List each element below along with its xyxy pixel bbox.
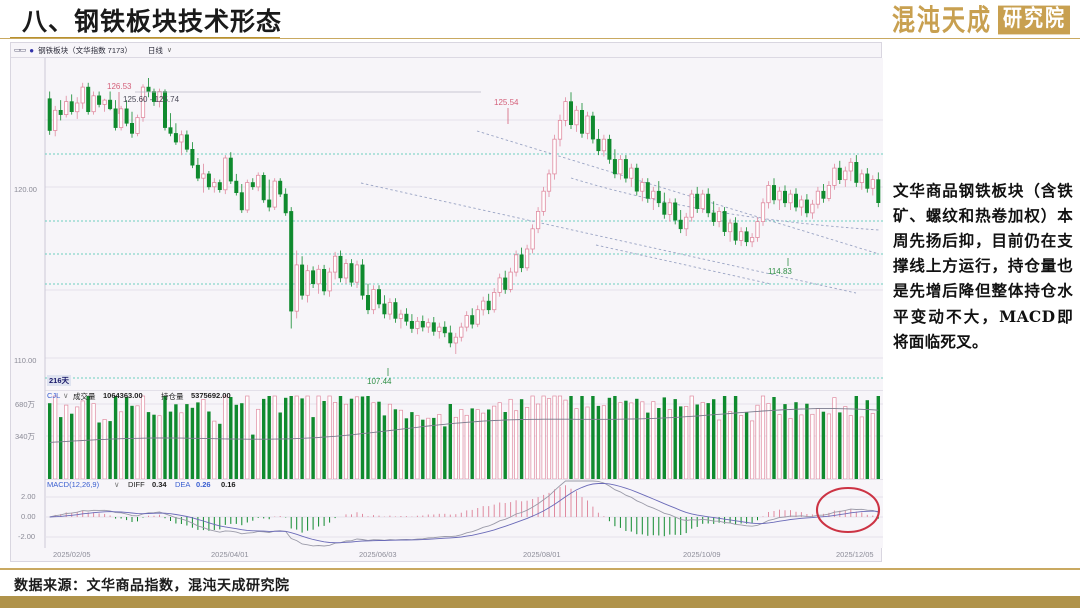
price-pane[interactable]: 120.00 110.00 126.53 125.60 - 125.74 125…: [11, 58, 883, 390]
macd-dea-label: DEA: [175, 480, 191, 489]
macd-ytick-neg2: -2.00: [18, 532, 36, 541]
chart-toolbar[interactable]: ▭▭ ● 钢铁板块（文华指数 7173） 日线 ∨: [11, 43, 881, 58]
xtick-0: 2025/02/05: [53, 550, 91, 559]
symbol-label[interactable]: 钢铁板块（文华指数 7173）: [38, 45, 132, 55]
volume-pane[interactable]: CJL ∨ 成交量 1064363.00 持仓量 5375692.00 680万…: [11, 390, 883, 479]
price-tag-high-126: 126.53: [107, 82, 132, 91]
period-label[interactable]: 日线: [147, 45, 163, 55]
volume-chevron-icon[interactable]: ∨: [63, 391, 69, 400]
macd-diff-line: [49, 480, 879, 547]
open-interest-value: 5375692.00: [191, 391, 231, 400]
xtick-4: 2025/10/09: [683, 550, 721, 559]
volume-indicator-label[interactable]: CJL: [47, 391, 61, 400]
volume-chart-svg: [11, 390, 883, 479]
open-interest-line: [49, 408, 879, 443]
price-ytick-120: 120.00: [14, 185, 37, 194]
macd-pane[interactable]: MACD(12,26,9) ∨ DIFF 0.34 DEA 0.26 0.16 …: [11, 479, 883, 548]
series-color-dot: ●: [29, 45, 35, 55]
bar-count-label: 216天: [47, 375, 72, 386]
xtick-1: 2025/04/01: [211, 550, 249, 559]
price-chart-svg: [11, 58, 883, 390]
footer-divider: [0, 568, 1080, 570]
header-divider: [0, 38, 1080, 39]
page-title: 八、钢铁板块技术形态: [22, 7, 283, 36]
xtick-3: 2025/08/01: [523, 550, 561, 559]
macd-chart-svg: [11, 479, 883, 548]
macd-ytick-0: 0.00: [21, 512, 36, 521]
data-source-label: 数据来源：文华商品指数，混沌天成研究院: [14, 578, 290, 594]
xtick-2: 2025/06/03: [359, 550, 397, 559]
macd-hist-value: 0.16: [221, 480, 236, 489]
macd-diff-label: DIFF: [128, 480, 145, 489]
slide-header: 八、钢铁板块技术形态 混沌天成 研究院: [0, 0, 1080, 40]
candlestick-series: [47, 78, 881, 354]
logo-badge: 研究院: [997, 5, 1070, 35]
chevron-down-icon[interactable]: ∨: [166, 47, 172, 54]
macd-chevron-icon[interactable]: ∨: [114, 480, 120, 489]
macd-dea-line: [49, 482, 879, 544]
price-tag-low-114: 114.83: [768, 267, 792, 276]
volume-label: 成交量: [73, 392, 96, 401]
logo-wordmark: 混沌天成: [891, 3, 992, 37]
brand-logo: 混沌天成 研究院: [892, 5, 1070, 35]
macd-indicator-label[interactable]: MACD(12,26,9): [47, 480, 100, 489]
price-ytick-110: 110.00: [14, 356, 37, 365]
commentary-text: 文华商品钢铁板块（含铁矿、螺纹和热卷加权）本周先扬后抑，目前仍在支撑线上方运行，…: [893, 181, 1073, 351]
volume-ytick-340: 340万: [15, 432, 36, 441]
macd-dea-value: 0.26: [196, 480, 211, 489]
price-tag-range: 125.60 - 125.74: [123, 95, 180, 104]
layout-grid-icon[interactable]: ▭▭: [14, 47, 26, 54]
annotation-circle: [815, 486, 881, 534]
xtick-5: 2025/12/05: [836, 550, 874, 559]
volume-ytick-680: 680万: [15, 400, 36, 409]
chart-window[interactable]: ▭▭ ● 钢铁板块（文华指数 7173） 日线 ∨: [10, 42, 883, 563]
footer-bar: [0, 596, 1080, 608]
price-tag-low-107: 107.44: [367, 377, 392, 386]
volume-bar-series: [48, 395, 880, 479]
x-axis: 2025/02/05 2025/04/01 2025/06/03 2025/08…: [11, 548, 883, 563]
macd-diff-value: 0.34: [152, 480, 167, 489]
open-interest-label: 持仓量: [161, 392, 184, 401]
volume-value: 1064363.00: [103, 391, 143, 400]
price-tag-high-125: 125.54: [494, 98, 519, 107]
macd-ytick-2: 2.00: [21, 492, 36, 501]
